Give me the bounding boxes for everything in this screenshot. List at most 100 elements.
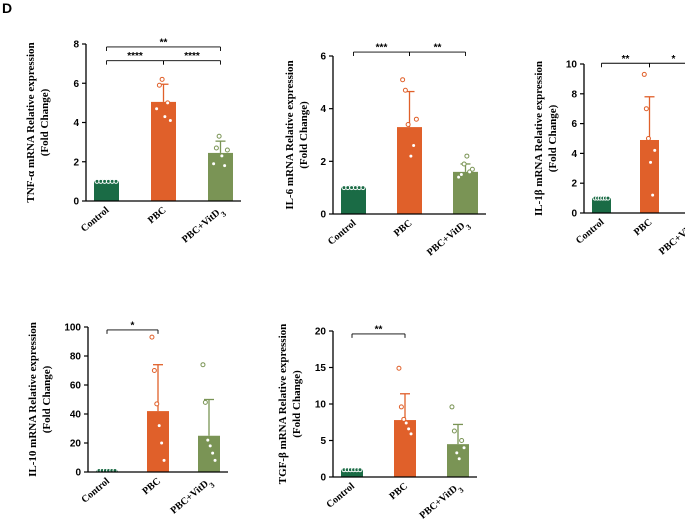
bar-il10-pbc [147,411,169,472]
data-point-il10-2-5 [212,457,218,463]
data-point-tnf-2-2 [216,133,222,139]
data-point-tnf-2-4 [222,163,228,169]
y-axis-label-line2-tgfb: (Fold Change) [291,370,303,438]
data-point-il1b-1-3 [648,159,654,165]
y-tick-label-il10: 20 [70,439,82,450]
y-tick-label-il1b: 0 [571,209,577,220]
y-tick-label-il1b: 4 [571,149,577,160]
data-point-tgfb-1-0 [396,365,402,371]
data-point-tgfb-1-5 [408,431,414,437]
data-point-il10-2-2 [205,437,211,443]
il-10-chart: 0 20 40 60 80 100 Control PBC PBC+VitD3 IL-10 mRN… [27,320,228,519]
data-point-il1b-1-1 [643,106,649,112]
bar-il10-pbc-vitd3 [198,435,220,472]
sig-label-il6-1: ** [434,43,442,54]
x-tick-label-il6-1: PBC [392,218,414,239]
data-point-tgfb-1-4 [406,426,412,432]
data-point-tgfb-2-3 [456,456,462,462]
x-tick-label-il10-1: PBC [141,476,163,497]
y-axis-label-il10: IL-10 mRNA Relative expression [27,322,39,477]
x-tick-label-il10-2: PBC+VitD3 [169,476,217,519]
sig-label-il1b-0: ** [622,54,630,65]
bar-tgfb-control [341,469,363,477]
data-point-tgfb-2-4 [459,438,465,443]
x-tick-label-tgfb-1: PBC [388,481,410,502]
x-tick-label-tnf-1: PBC [146,205,168,226]
y-tick-label-il6: 6 [320,52,326,63]
y-axis-label-il1b: IL-1β mRNA Relative expression [533,61,545,216]
y-tick-label-il10: 100 [64,323,81,334]
sig-label-tgfb-0: ** [375,324,383,335]
data-point-tnf-1-5 [167,118,173,124]
x-tick-label-il1b-2: PBC+VitD3 [657,217,685,260]
data-point-il1b-0-5 [605,195,611,201]
x-tick-label-il6-2: PBC+VitD3 [425,218,473,261]
bar-tgfb-pbc [394,420,416,477]
y-tick-label-il1b: 8 [571,89,577,100]
y-axis-label-tnf: TNF-α mRNA Relative expression [25,42,37,202]
x-tick-label-il10-0: Control [79,476,112,506]
data-point-il1b-1-5 [652,147,658,153]
data-point-tgfb-0-5 [357,467,363,473]
data-point-tgfb-2-2 [454,450,460,456]
data-point-tnf-0-5 [113,178,119,184]
y-tick-label-il6: 4 [320,104,326,115]
data-point-tnf-1-0 [154,106,160,112]
data-point-il10-2-3 [207,443,213,449]
y-axis-label-line2-tnf: (Fold Change) [39,88,51,156]
data-point-il6-1-0 [400,77,406,83]
y-tick-label-tgfb: 0 [320,473,326,484]
y-tick-label-tgfb: 5 [320,436,326,447]
y-tick-label-il1b: 10 [566,60,578,71]
bar-il6-control [341,187,366,214]
y-tick-label-tnf: 8 [73,40,79,51]
bar-il6-pbc [397,127,422,214]
data-point-tnf-2-3 [219,153,225,159]
y-tick-label-il6: 0 [320,210,326,221]
y-tick-label-il10: 80 [70,352,82,363]
data-point-il10-1-3 [156,423,162,429]
y-tick-label-tgfb: 15 [315,363,327,374]
data-point-il6-2-1 [458,172,464,177]
data-point-tnf-2-5 [224,147,230,153]
x-tick-label-tgfb-2: PBC+VitD3 [418,481,466,524]
il-6-chart: 0 2 4 6 Control PBC PBC+VitD3 IL-6 mRNA Relativ… [284,43,486,261]
y-tick-label-il1b: 2 [571,179,577,190]
data-point-il10-1-4 [159,440,165,446]
x-tick-label-tgfb-0: Control [324,481,357,511]
data-point-il6-0-5 [360,185,366,191]
data-point-tgfb-1-2 [401,416,407,422]
sig-label-tnf-0: ** [160,37,168,48]
sig-label-tnf-2: **** [184,51,200,62]
data-point-il10-2-4 [210,450,216,456]
sig-label-il6-0: *** [376,43,388,54]
tnf-alpha-chart: 0 2 4 6 8 Control PBC PBC+VitD3 TNF-α mRNA Relat… [25,37,241,248]
data-point-il6-2-3 [464,153,470,159]
x-tick-label-il1b-0: Control [574,217,607,247]
y-tick-label-il6: 2 [320,157,326,168]
data-point-tgfb-2-0 [449,404,455,410]
y-tick-label-il10: 0 [75,468,81,479]
y-tick-label-il10: 40 [70,410,82,421]
data-point-il6-1-1 [402,87,408,93]
x-tick-label-tnf-0: Control [79,205,112,235]
data-point-tnf-2-1 [213,145,219,151]
y-tick-label-tgfb: 10 [315,400,327,411]
data-point-il10-1-0 [149,334,155,340]
data-point-il1b-1-4 [650,192,656,198]
y-tick-label-tnf: 0 [73,197,79,208]
y-axis-label-tgfb: TGF-β mRNA Relative expression [277,324,289,485]
sig-label-il10-0: * [131,320,135,331]
x-tick-label-il6-0: Control [326,218,359,248]
y-axis-label-line2-il6: (Fold Change) [298,101,310,169]
data-point-il6-2-5 [469,166,475,172]
data-point-tnf-2-0 [211,161,217,167]
data-point-il6-2-2 [461,161,467,167]
data-point-il10-1-2 [154,401,160,407]
sig-label-il1b-1: * [672,54,676,65]
data-point-il6-1-2 [405,121,411,127]
data-point-il6-1-5 [413,116,419,122]
data-point-il6-1-3 [408,153,414,159]
